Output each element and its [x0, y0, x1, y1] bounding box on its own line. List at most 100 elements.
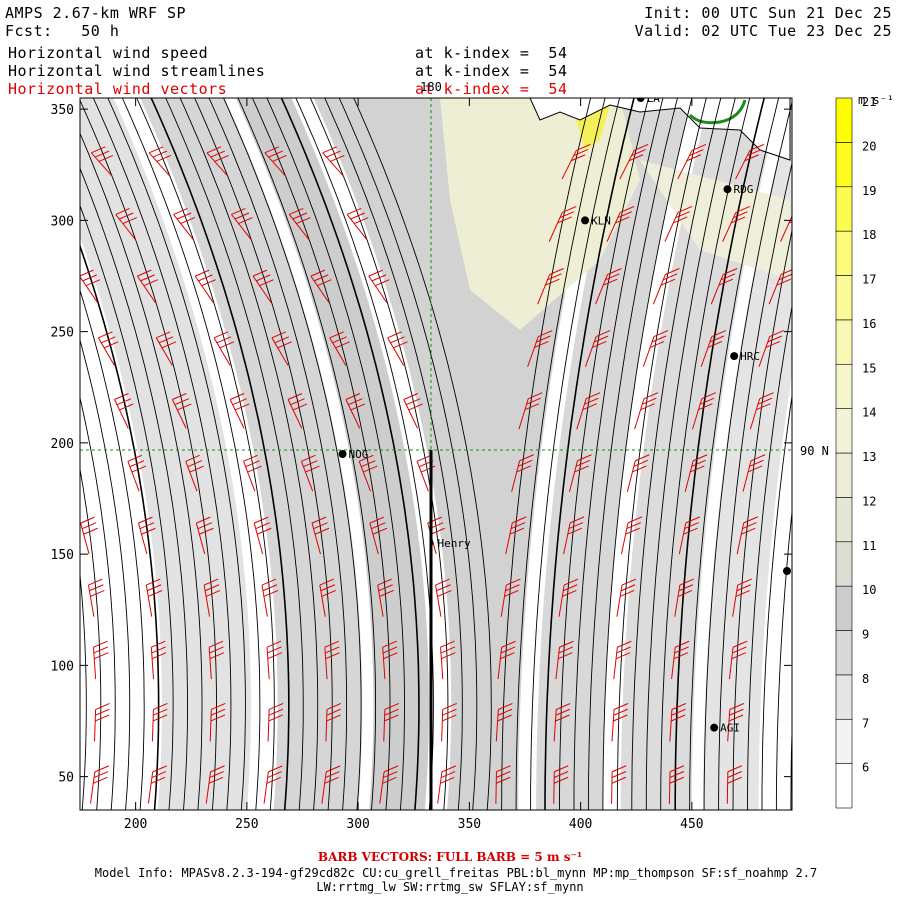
- wind-barb-92: [758, 330, 784, 367]
- coastline: [529, 98, 791, 161]
- model-info: Model Info: MPASv8.2.3-194-gf29cd82c CU:…: [94, 866, 818, 880]
- streamline-19: [165, 98, 304, 810]
- streamline-44: [660, 98, 751, 810]
- wind-barb-37: [145, 578, 163, 617]
- wind-barb-7: [495, 765, 511, 804]
- wind-barb-90: [642, 330, 669, 367]
- colorbar-label-6: 6: [862, 761, 869, 775]
- station-kln: KLN: [581, 214, 611, 227]
- station-hrc: HRC: [730, 350, 760, 363]
- wind-barb-22: [669, 703, 687, 742]
- streamline-8: [80, 289, 145, 810]
- wind-barb-118: [322, 146, 345, 178]
- wind-barb-106: [231, 208, 253, 240]
- streamline-15: [107, 98, 246, 810]
- streamline-39: [587, 98, 678, 810]
- streamline-0: [0, 98, 29, 821]
- wind-barb-98: [368, 269, 390, 303]
- colorbar-label-20: 20: [862, 139, 876, 153]
- y-tick-label-250: 250: [51, 326, 74, 341]
- speed-band-6: [703, 98, 792, 810]
- model-physics: LW:rrtmg_lw SW:rrtmg_sw SFLAY:sf_mynn: [316, 880, 584, 894]
- wind-barb-115: [148, 146, 171, 178]
- wind-barb-44: [558, 578, 579, 617]
- wind-barb-73: [229, 393, 250, 429]
- streamline-22: [208, 98, 348, 810]
- wind-barb-122: [735, 143, 765, 180]
- wind-barbs: [80, 143, 792, 804]
- wind-barb-93: [80, 269, 101, 303]
- wind-barb-45: [616, 578, 637, 617]
- streamline-17: [136, 98, 275, 810]
- colorbar: 6 7 8 9 10 11 12 13 14 15 16 17 18 19 20 21: [835, 95, 876, 809]
- streamline-16: [121, 98, 261, 810]
- streamline-35: [530, 98, 621, 810]
- wind-barb-40: [319, 578, 336, 617]
- wind-barb-109: [548, 206, 577, 242]
- y-tick-label-200: 200: [51, 437, 74, 452]
- field-name-vectors: Horizontal wind vectors: [8, 80, 228, 98]
- wind-barb-23: [727, 703, 744, 742]
- axis-ticks: 200 250 300 350 400 450 50 100 150 200 250 300 350: [51, 98, 792, 832]
- streamline-28: [295, 98, 434, 810]
- wind-barb-8: [553, 765, 569, 804]
- wind-barb-60: [127, 454, 147, 492]
- wind-barb-16: [325, 702, 342, 742]
- colorbar-cell-8: [835, 408, 853, 454]
- wind-barb-51: [253, 516, 272, 555]
- wind-barb-104: [115, 208, 138, 240]
- plot-area: NOG Henry KLN RDG HRC AGI LA: [0, 98, 900, 821]
- wind-barb-3: [263, 765, 283, 804]
- wind-barb-86: [329, 331, 350, 366]
- streamline-10: [80, 204, 174, 810]
- meridian-label: 180: [420, 80, 442, 94]
- streamline-43: [645, 98, 736, 810]
- streamline-29: [309, 98, 449, 810]
- wind-barb-114: [90, 146, 114, 178]
- streamline-27: [280, 98, 420, 810]
- colorbar-cell-9: [835, 363, 853, 409]
- wind-barb-57: [620, 516, 643, 555]
- wind-barb-47: [732, 578, 752, 617]
- wind-barb-83: [155, 331, 177, 366]
- streamline-3: [0, 98, 72, 821]
- streamline-1: [0, 98, 43, 821]
- streamline-2: [0, 98, 57, 821]
- colorbar-label-15: 15: [862, 361, 876, 375]
- wind-barb-18: [441, 702, 457, 742]
- wind-barb-50: [195, 516, 214, 555]
- wind-barb-84: [213, 331, 235, 366]
- streamline-6: [80, 395, 116, 810]
- wind-barb-96: [252, 269, 274, 303]
- wind-barb-6: [437, 765, 457, 804]
- colorbar-cell-6: [835, 497, 853, 543]
- wind-barb-9: [611, 765, 627, 804]
- wind-barb-105: [173, 208, 195, 240]
- wind-barb-33: [613, 640, 632, 680]
- wind-barb-4: [321, 765, 341, 804]
- y-tick-label-300: 300: [51, 214, 74, 229]
- wind-barb-68: [626, 454, 650, 492]
- colorbar-label-13: 13: [862, 450, 876, 464]
- colorbar-cell-3: [835, 630, 853, 676]
- field-level-streamlines: at k-index = 54: [415, 62, 568, 80]
- x-tick-label-450: 450: [680, 817, 703, 832]
- svg-text:RDG: RDG: [733, 183, 753, 196]
- colorbar-label-17: 17: [862, 273, 876, 287]
- streamline-7: [80, 338, 131, 810]
- wind-barb-64: [358, 454, 378, 492]
- wind-barb-80: [692, 392, 717, 430]
- wind-barb-77: [518, 392, 543, 430]
- field-name-wind-speed: Horizontal wind speed: [8, 44, 209, 62]
- x-tick-label-200: 200: [124, 817, 147, 832]
- streamline-32: [353, 98, 492, 810]
- field-name-streamlines: Horizontal wind streamlines: [8, 62, 266, 80]
- wind-barb-48: [80, 516, 98, 555]
- wind-barb-19: [495, 703, 513, 742]
- streamline-55: [820, 98, 900, 821]
- station-la: LA: [636, 98, 660, 105]
- colorbar-cell-1: [835, 718, 853, 764]
- wind-barb-30: [440, 640, 456, 680]
- wind-barb-12: [94, 702, 110, 742]
- y-tick-label-350: 350: [51, 103, 74, 118]
